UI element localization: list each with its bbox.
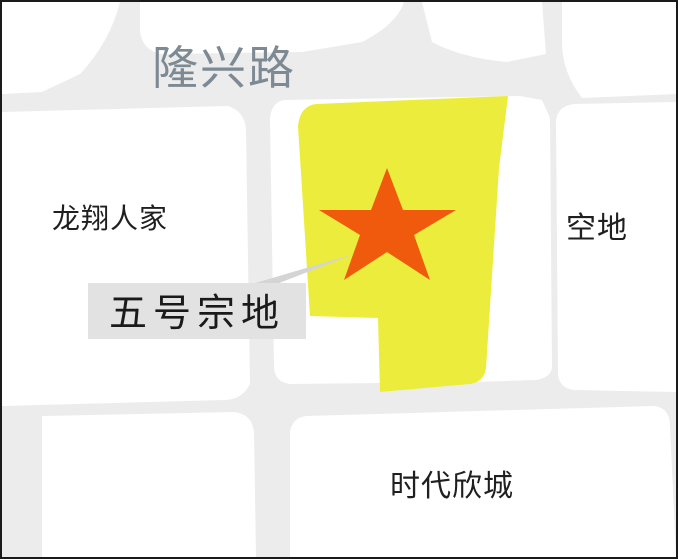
- block-top-right-1: [422, 2, 546, 62]
- block-top-left: [2, 2, 120, 94]
- block-bottom-right: [290, 406, 676, 557]
- road-label: 隆兴路: [152, 41, 296, 95]
- area-label-west: 龙翔人家: [52, 202, 168, 235]
- callout-pointer: [252, 254, 354, 292]
- block-right: [556, 102, 676, 392]
- star-icon: [319, 168, 456, 280]
- callout-box: [88, 283, 306, 339]
- area-label-east: 空地: [566, 211, 628, 246]
- area-label-south: 时代欣城: [390, 469, 514, 504]
- block-bottom-left: [42, 412, 256, 557]
- block-left: [2, 106, 250, 406]
- block-top-right-2: [562, 2, 676, 98]
- block-top-strip: [139, 2, 404, 54]
- parcel-label: 五号宗地: [109, 291, 285, 335]
